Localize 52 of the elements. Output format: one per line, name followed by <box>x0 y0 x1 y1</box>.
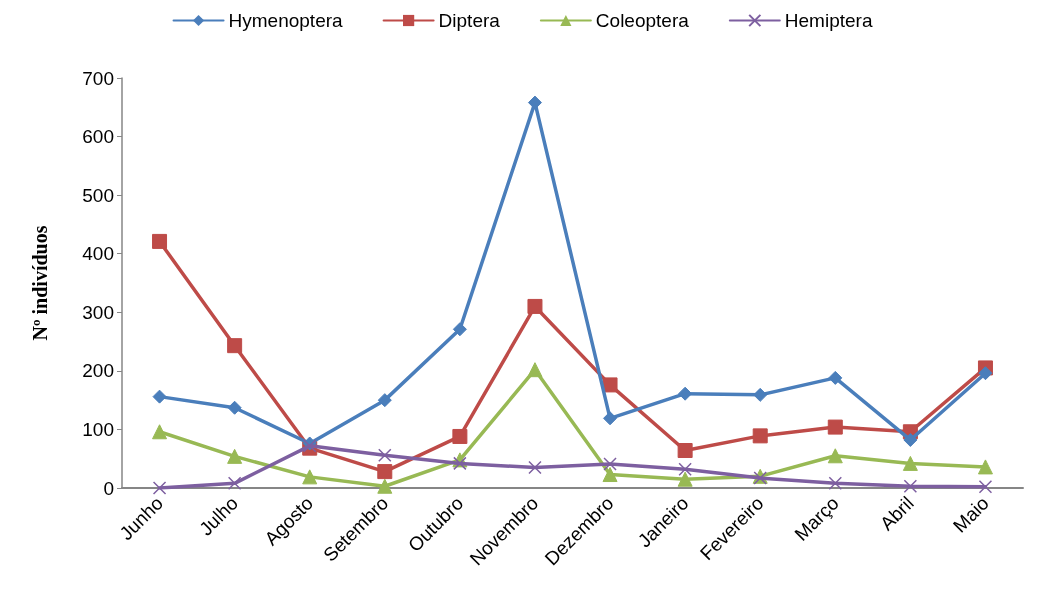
point <box>827 448 843 464</box>
point <box>152 481 167 495</box>
y-tick-label: 600 <box>82 126 114 148</box>
point <box>678 462 692 477</box>
point <box>227 400 242 415</box>
point <box>227 476 242 491</box>
point <box>602 467 618 483</box>
point <box>302 469 318 485</box>
point <box>602 377 618 393</box>
point <box>977 459 993 475</box>
point <box>152 424 168 440</box>
point <box>978 480 993 494</box>
point <box>377 393 392 408</box>
y-tick-label: 700 <box>82 67 114 89</box>
y-axis-title: Nº indivíduos <box>29 225 51 341</box>
point <box>828 370 843 385</box>
point <box>752 428 768 444</box>
point <box>453 456 467 471</box>
point <box>528 460 542 475</box>
point <box>377 478 393 494</box>
point <box>378 448 392 462</box>
legend-label: Diptera <box>438 10 501 31</box>
point <box>227 338 243 354</box>
point <box>978 366 993 381</box>
legend-label: Hymenoptera <box>228 10 344 31</box>
point <box>227 448 243 464</box>
y-tick-label: 400 <box>82 243 114 265</box>
point <box>152 233 168 249</box>
legend-label: Hemiptera <box>784 10 873 31</box>
y-tick-label: 500 <box>82 184 114 206</box>
point <box>603 457 617 471</box>
point <box>452 428 468 444</box>
point <box>377 464 393 480</box>
point <box>902 455 918 471</box>
legend-label: Coleoptera <box>595 10 690 31</box>
point <box>527 298 543 314</box>
y-tick-label: 300 <box>82 301 114 323</box>
point <box>753 387 768 402</box>
point <box>903 432 918 447</box>
y-tick-label: 0 <box>103 477 114 499</box>
y-tick-label: 200 <box>82 360 114 382</box>
point <box>903 479 918 493</box>
point <box>152 389 167 404</box>
point <box>677 471 693 487</box>
point <box>677 443 693 459</box>
point <box>527 362 543 378</box>
point <box>678 386 693 401</box>
point <box>827 419 843 435</box>
point <box>452 322 467 337</box>
y-tick-label: 100 <box>82 418 114 440</box>
point <box>603 411 618 426</box>
point <box>828 476 843 491</box>
